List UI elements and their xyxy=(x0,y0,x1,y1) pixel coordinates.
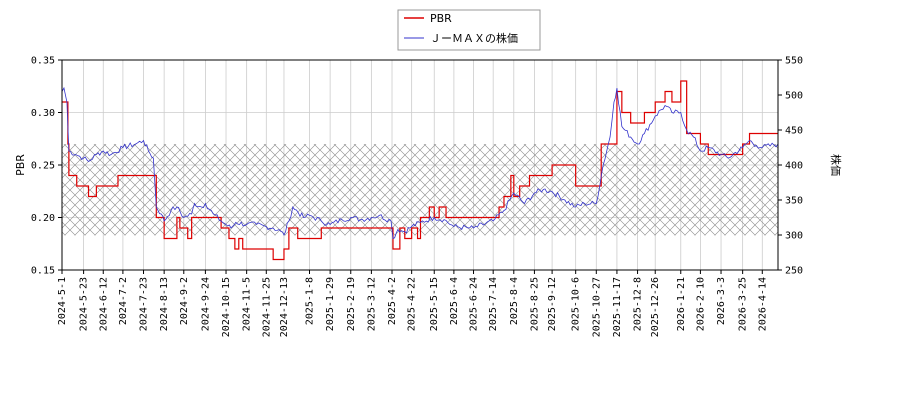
series-line-stock-price xyxy=(62,86,778,240)
x-tick-label: 2026-4-14 xyxy=(757,277,768,331)
y-axis-left-label: PBR xyxy=(14,154,27,176)
x-tick-label: 2025-1-8 xyxy=(305,277,316,325)
y-left-tick-label: 0.15 xyxy=(31,266,55,277)
x-tick-label: 2026-3-25 xyxy=(738,277,749,331)
x-tick-label: 2024-11-5 xyxy=(242,277,253,331)
x-tick-label: 2025-9-12 xyxy=(547,277,558,331)
x-tick-label: 2025-5-15 xyxy=(429,277,440,331)
x-tick-label: 2025-4-2 xyxy=(387,277,398,325)
x-tick-label: 2026-1-21 xyxy=(676,277,687,331)
y-right-tick-label: 300 xyxy=(785,231,803,242)
x-tick-label: 2025-4-22 xyxy=(407,277,418,331)
y-axis-right-label: 株価 xyxy=(829,154,843,176)
x-tick-label: 2024-9-24 xyxy=(200,277,211,331)
x-tick-label: 2024-5-23 xyxy=(79,277,90,331)
x-tick-label: 2024-11-25 xyxy=(261,277,272,337)
y-right-tick-label: 500 xyxy=(785,91,803,102)
y-left-tick-label: 0.20 xyxy=(31,213,55,224)
x-tick-label: 2025-8-4 xyxy=(509,277,520,325)
series-line-pbr xyxy=(62,80,778,261)
x-tick-label: 2024-10-15 xyxy=(221,277,232,337)
legend-label-stock-price: ＪーＭＡＸの株価 xyxy=(430,31,518,45)
y-left-tick-label: 0.25 xyxy=(31,161,55,172)
x-tick-label: 2026-2-10 xyxy=(695,277,706,331)
y-right-tick-label: 450 xyxy=(785,126,803,137)
legend-label-pbr: PBR xyxy=(430,12,452,25)
x-tick-label: 2026-3-3 xyxy=(716,277,727,325)
x-tick-label: 2025-10-27 xyxy=(591,277,602,337)
legend: PBR ＪーＭＡＸの株価 xyxy=(397,9,541,51)
x-tick-label: 2024-12-13 xyxy=(279,277,290,337)
x-tick-label: 2024-5-1 xyxy=(57,277,68,325)
x-tick-label: 2025-11-17 xyxy=(612,277,623,337)
x-tick-label: 2025-8-25 xyxy=(529,277,540,331)
y-right-tick-label: 400 xyxy=(785,161,803,172)
y-left-tick-label: 0.30 xyxy=(31,108,55,119)
x-tick-label: 2025-6-4 xyxy=(449,277,460,325)
y-left-tick-label: 0.35 xyxy=(31,56,55,67)
legend-box xyxy=(397,9,541,51)
x-tick-label: 2024-8-13 xyxy=(159,277,170,331)
x-tick-label: 2025-3-12 xyxy=(366,277,377,331)
y-right-tick-label: 550 xyxy=(785,56,803,67)
x-tick-label: 2025-6-24 xyxy=(469,277,480,331)
x-tick-label: 2025-10-6 xyxy=(571,277,582,331)
x-tick-label: 2025-2-19 xyxy=(346,277,357,331)
x-tick-label: 2024-6-12 xyxy=(98,277,109,331)
x-tick-label: 2025-1-29 xyxy=(325,277,336,331)
x-tick-label: 2025-12-8 xyxy=(633,277,644,331)
x-tick-label: 2025-7-14 xyxy=(488,277,499,331)
x-tick-label: 2024-9-2 xyxy=(179,277,190,325)
y-right-tick-label: 250 xyxy=(785,266,803,277)
x-tick-label: 2024-7-23 xyxy=(139,277,150,331)
y-right-tick-label: 350 xyxy=(785,196,803,207)
x-tick-label: 2025-12-26 xyxy=(650,277,661,337)
x-tick-label: 2024-7-2 xyxy=(118,277,129,325)
